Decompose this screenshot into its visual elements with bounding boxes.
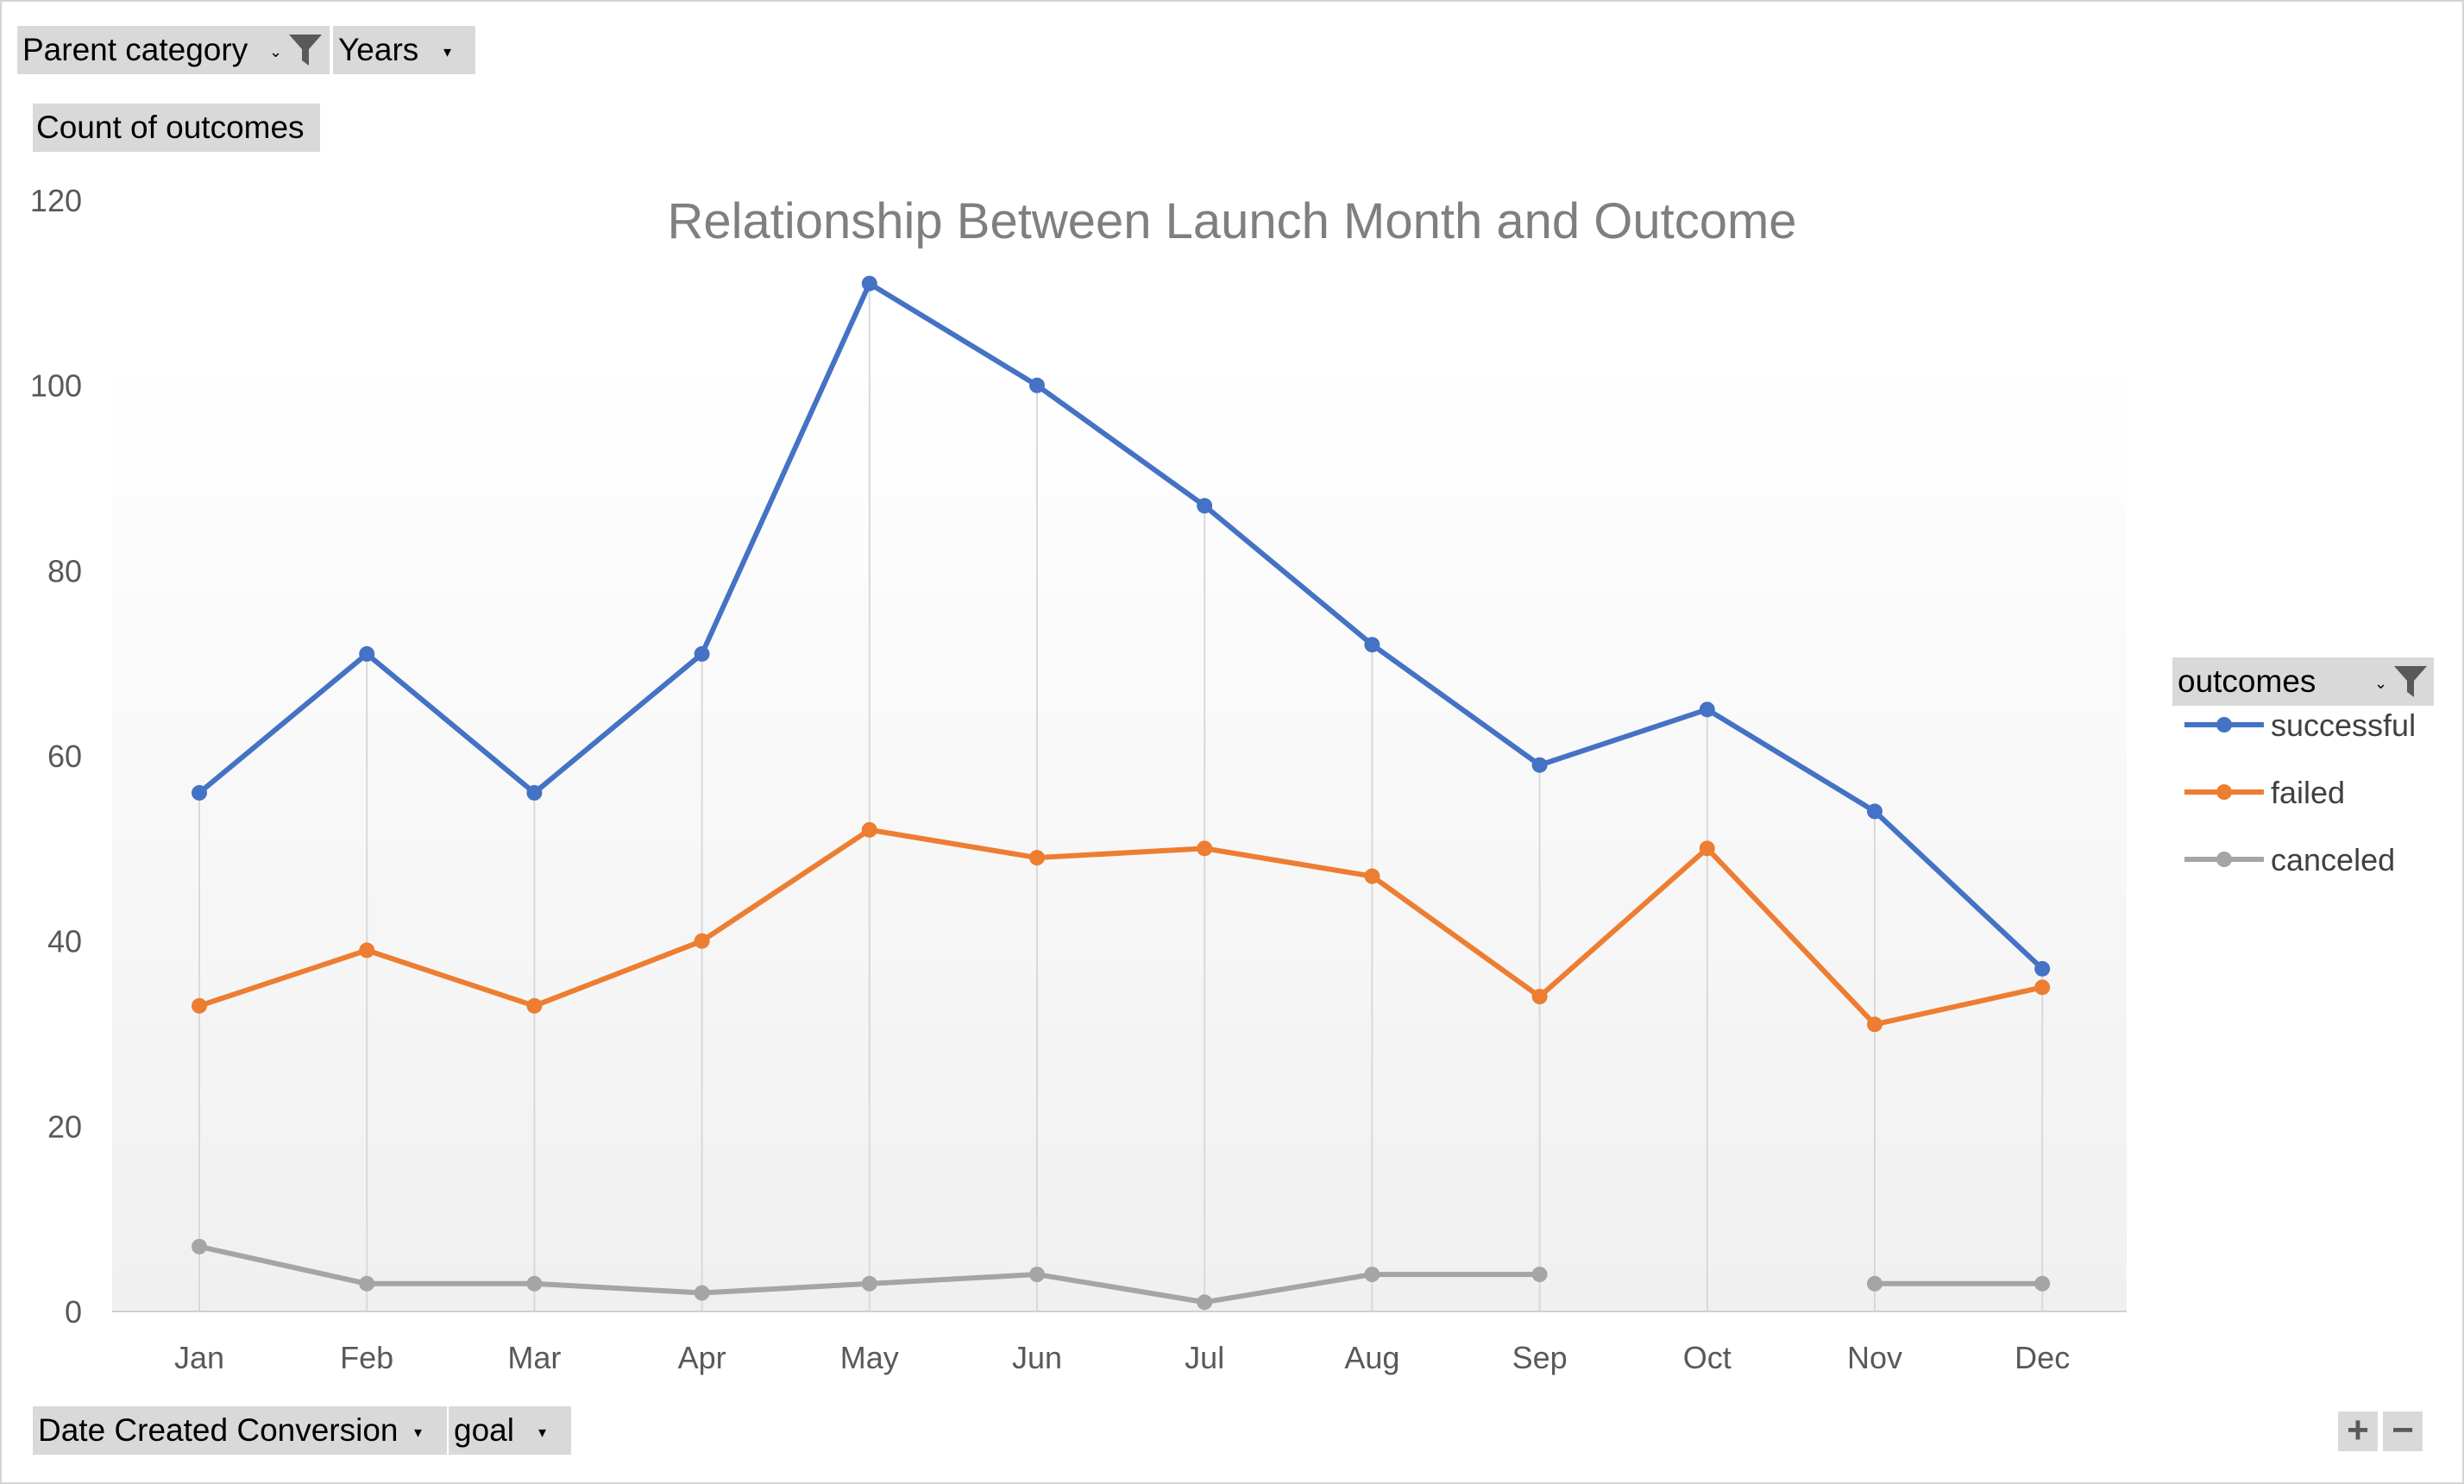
series-line-successful	[197, 280, 2046, 972]
data-point-successful	[192, 784, 207, 801]
data-point-canceled	[359, 1275, 375, 1292]
x-tick-label: Nov	[1847, 1340, 1902, 1375]
data-point-successful	[694, 645, 710, 662]
x-tick-label: Feb	[340, 1340, 393, 1375]
series-lines	[192, 275, 2051, 1311]
date-created-conversion-label: Date Created Conversion	[38, 1412, 399, 1448]
x-tick-label: Jan	[174, 1340, 224, 1375]
data-point-failed	[861, 821, 877, 838]
legend-item-failed[interactable]: failed	[2183, 773, 2442, 811]
years-label: Years	[338, 32, 419, 67]
count-of-outcomes-button[interactable]: Count of outcomes	[33, 104, 320, 152]
collapse-button[interactable]: −	[2383, 1412, 2423, 1451]
y-tick-label: 100	[30, 368, 82, 404]
series-failed	[192, 821, 2051, 1033]
x-tick-label: Jul	[1185, 1340, 1224, 1375]
data-point-failed	[526, 997, 543, 1014]
legend-label: failed	[2271, 775, 2346, 810]
data-point-successful	[1364, 637, 1380, 653]
legend-swatch	[2184, 784, 2264, 800]
count-of-outcomes-label: Count of outcomes	[36, 110, 305, 145]
data-point-successful	[1197, 498, 1213, 514]
dropdown-arrow-icon: ⌄	[2374, 675, 2388, 692]
data-point-failed	[1029, 850, 1045, 866]
dropdown-arrow-icon: ▾	[414, 1424, 423, 1441]
data-point-failed	[1364, 868, 1380, 884]
data-point-failed	[1867, 1016, 1883, 1033]
y-tick-label: 40	[47, 924, 82, 959]
data-point-canceled	[2034, 1275, 2051, 1292]
data-point-canceled	[192, 1238, 207, 1254]
data-point-failed	[359, 942, 375, 959]
x-tick-label: May	[840, 1340, 899, 1375]
data-point-canceled	[526, 1275, 543, 1292]
chart-title: Relationship Between Launch Month and Ou…	[667, 193, 1796, 249]
y-tick-label: 60	[47, 739, 82, 774]
plot-area	[112, 354, 2127, 1311]
funnel-filter-icon	[289, 35, 322, 66]
y-tick-label: 0	[65, 1294, 82, 1330]
dropdown-arrow-icon: ⌄	[269, 43, 283, 60]
dropdown-arrow-icon: ▾	[538, 1424, 547, 1441]
goal-filter-button[interactable]: goal ▾	[449, 1406, 571, 1455]
x-axis-ticks: Jan Feb Mar Apr May Jun Jul Aug Sep Oct Nov Dec	[174, 1340, 2070, 1375]
data-point-failed	[1699, 840, 1715, 857]
parent-category-filter-button[interactable]: Parent category ⌄	[17, 26, 330, 74]
x-tick-label: Sep	[1512, 1340, 1568, 1375]
data-point-successful	[1867, 803, 1883, 820]
data-point-canceled	[1531, 1267, 1548, 1283]
data-point-canceled	[1867, 1275, 1883, 1292]
data-point-canceled	[1364, 1267, 1380, 1283]
legend-label: successful	[2271, 707, 2417, 743]
x-tick-label: Aug	[1344, 1340, 1399, 1375]
drop-lines	[198, 283, 2044, 1311]
expand-button[interactable]: +	[2338, 1412, 2378, 1451]
data-point-successful	[526, 784, 543, 801]
data-point-canceled	[694, 1285, 710, 1301]
outcomes-label: outcomes	[2178, 663, 2316, 699]
legend-item-successful[interactable]: successful	[2183, 706, 2442, 744]
x-tick-label: Oct	[1683, 1340, 1732, 1375]
plus-icon: +	[2347, 1409, 2369, 1451]
legend-item-canceled[interactable]: canceled	[2183, 840, 2442, 878]
legend-swatch	[2184, 717, 2264, 733]
data-point-failed	[192, 997, 207, 1014]
y-tick-label: 120	[30, 183, 82, 218]
x-tick-label: Mar	[507, 1340, 561, 1375]
years-filter-button[interactable]: Years ▾	[333, 26, 475, 74]
y-tick-label: 80	[47, 553, 82, 588]
x-tick-label: Jun	[1012, 1340, 1062, 1375]
series-canceled	[192, 1238, 2051, 1311]
y-tick-label: 20	[47, 1109, 82, 1144]
data-point-successful	[1699, 701, 1715, 718]
series-successful	[192, 275, 2051, 977]
data-point-failed	[2034, 979, 2051, 996]
series-line-failed	[197, 827, 2046, 1028]
data-point-successful	[861, 275, 877, 292]
outcomes-filter-button[interactable]: outcomes ⌄	[2172, 657, 2434, 706]
y-axis-ticks: 0 20 40 60 80 100 120	[30, 183, 82, 1330]
data-point-canceled	[1197, 1294, 1213, 1311]
data-point-successful	[359, 645, 375, 662]
x-tick-label: Dec	[2015, 1340, 2070, 1375]
date-created-conversion-button[interactable]: Date Created Conversion ▾	[33, 1406, 447, 1455]
dropdown-arrow-icon: ▾	[443, 43, 452, 60]
data-point-successful	[1531, 757, 1548, 773]
parent-category-label: Parent category	[22, 32, 248, 67]
legend-label: canceled	[2271, 842, 2396, 877]
data-point-successful	[2034, 960, 2051, 977]
legend-swatch	[2184, 852, 2264, 867]
data-point-successful	[1029, 377, 1045, 393]
data-point-failed	[1531, 989, 1548, 1005]
funnel-filter-icon	[2394, 666, 2427, 697]
data-point-canceled	[1029, 1267, 1045, 1283]
data-point-failed	[1197, 840, 1213, 857]
minus-icon: −	[2392, 1409, 2414, 1451]
goal-label: goal	[454, 1412, 514, 1448]
x-tick-label: Apr	[678, 1340, 726, 1375]
data-point-canceled	[861, 1275, 877, 1292]
data-point-failed	[694, 933, 710, 949]
